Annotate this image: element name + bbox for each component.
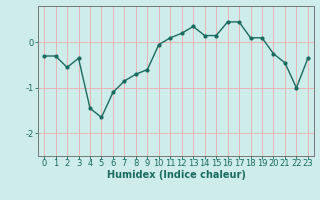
X-axis label: Humidex (Indice chaleur): Humidex (Indice chaleur) (107, 170, 245, 180)
